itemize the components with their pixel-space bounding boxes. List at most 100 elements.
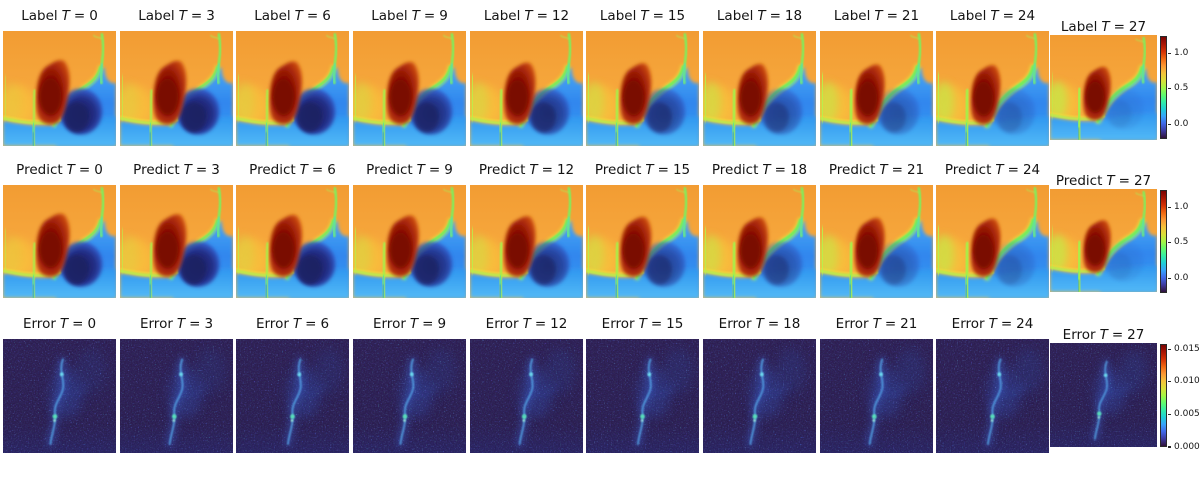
colorbar-tick-label: 0.0 — [1174, 272, 1189, 283]
label-t24-panel: Label T = 24 — [936, 8, 1049, 146]
label-t0-panel: Label T = 0 — [3, 8, 116, 146]
predict-t9-panel: Predict T = 9 — [353, 162, 466, 298]
predict-t15-panel: Predict T = 15 — [586, 162, 699, 298]
label-t27-heatmap — [1050, 35, 1157, 140]
label-t6-panel: Label T = 6 — [236, 8, 349, 146]
error-t15-heatmap — [586, 339, 699, 453]
label-t12-title: Label T = 12 — [483, 8, 570, 24]
error-t6-title: Error T = 6 — [255, 316, 330, 332]
label-t0-heatmap — [3, 31, 116, 146]
label-colorbar: 1.0 0.5 0.0 — [1160, 36, 1200, 139]
predict-t6-panel: Predict T = 6 — [236, 162, 349, 298]
error-t15-panel: Error T = 15 — [586, 316, 699, 453]
label-t3-heatmap — [120, 31, 233, 146]
error-colorbar: 0.015 0.010 0.005 0.000 — [1160, 343, 1200, 451]
predict-t18-title: Predict T = 18 — [711, 162, 808, 178]
label-t9-title: Label T = 9 — [371, 8, 448, 24]
colorbar-tick-label: 0.005 — [1174, 408, 1200, 419]
error-t21-heatmap — [820, 339, 933, 453]
colorbar-tick — [1167, 348, 1171, 350]
label-t27-panel: Label T = 27 — [1050, 19, 1157, 140]
error-t18-title: Error T = 18 — [718, 316, 801, 332]
predict-t9-title: Predict T = 9 — [366, 162, 453, 178]
label-t24-heatmap — [936, 31, 1049, 146]
error-t27-title: Error T = 27 — [1062, 327, 1145, 343]
predict-t27-panel: Predict T = 27 — [1050, 173, 1157, 292]
colorbar-tick — [1167, 123, 1171, 125]
colorbar-tick — [1167, 381, 1171, 383]
label-t24-title: Label T = 24 — [949, 8, 1036, 24]
label-t15-heatmap — [586, 31, 699, 146]
colorbar-tick — [1167, 413, 1171, 415]
predict-t15-heatmap — [586, 185, 699, 298]
error-t3-title: Error T = 3 — [139, 316, 214, 332]
label-t15-title: Label T = 15 — [599, 8, 686, 24]
label-t6-heatmap — [236, 31, 349, 146]
predict-t27-heatmap — [1050, 189, 1157, 292]
predict-t3-heatmap — [120, 185, 233, 298]
error-t3-panel: Error T = 3 — [120, 316, 233, 453]
error-t3-heatmap — [120, 339, 233, 453]
predict-t12-panel: Predict T = 12 — [470, 162, 583, 298]
colorbar-tick-label: 0.010 — [1174, 376, 1200, 387]
label-t12-heatmap — [470, 31, 583, 146]
colorbar-gradient — [1160, 190, 1167, 293]
colorbar-tick — [1167, 277, 1171, 279]
predict-colorbar: 1.0 0.5 0.0 — [1160, 190, 1200, 293]
error-t15-title: Error T = 15 — [601, 316, 684, 332]
error-t12-panel: Error T = 12 — [470, 316, 583, 453]
colorbar-tick-label: 0.5 — [1174, 83, 1189, 94]
predict-t21-panel: Predict T = 21 — [820, 162, 933, 298]
label-t18-panel: Label T = 18 — [703, 8, 816, 146]
label-t27-title: Label T = 27 — [1060, 19, 1147, 35]
colorbar-tick-label: 1.0 — [1174, 48, 1189, 59]
predict-t27-title: Predict T = 27 — [1055, 173, 1152, 189]
error-t24-heatmap — [936, 339, 1049, 453]
predict-t6-heatmap — [236, 185, 349, 298]
colorbar-tick-label: 0.000 — [1174, 441, 1200, 452]
error-t0-heatmap — [3, 339, 116, 453]
predict-t24-title: Predict T = 24 — [944, 162, 1041, 178]
error-t0-title: Error T = 0 — [22, 316, 97, 332]
predict-t3-title: Predict T = 3 — [133, 162, 220, 178]
colorbar-tick — [1167, 207, 1171, 209]
predict-t0-heatmap — [3, 185, 116, 298]
error-t12-title: Error T = 12 — [485, 316, 568, 332]
colorbar-tick — [1167, 446, 1171, 448]
colorbar-gradient — [1160, 344, 1167, 447]
predict-t15-title: Predict T = 15 — [594, 162, 691, 178]
error-t6-heatmap — [236, 339, 349, 453]
colorbar-tick-label: 0.5 — [1174, 237, 1189, 248]
predict-t24-heatmap — [936, 185, 1049, 298]
label-t6-title: Label T = 6 — [254, 8, 331, 24]
predict-t6-title: Predict T = 6 — [249, 162, 336, 178]
label-t15-panel: Label T = 15 — [586, 8, 699, 146]
label-t3-panel: Label T = 3 — [120, 8, 233, 146]
error-t6-panel: Error T = 6 — [236, 316, 349, 453]
error-t0-panel: Error T = 0 — [3, 316, 116, 453]
label-t0-title: Label T = 0 — [21, 8, 98, 24]
error-t18-panel: Error T = 18 — [703, 316, 816, 453]
predict-t21-heatmap — [820, 185, 933, 298]
error-t24-title: Error T = 24 — [951, 316, 1034, 332]
predict-t21-title: Predict T = 21 — [828, 162, 925, 178]
colorbar-tick-label: 0.015 — [1174, 343, 1200, 354]
error-t21-panel: Error T = 21 — [820, 316, 933, 453]
predict-t12-heatmap — [470, 185, 583, 298]
colorbar-tick — [1167, 53, 1171, 55]
colorbar-gradient — [1160, 36, 1167, 139]
error-t9-title: Error T = 9 — [372, 316, 447, 332]
label-t21-panel: Label T = 21 — [820, 8, 933, 146]
colorbar-tick — [1167, 242, 1171, 244]
colorbar-tick-label: 0.0 — [1174, 118, 1189, 129]
error-t12-heatmap — [470, 339, 583, 453]
colorbar-tick-label: 1.0 — [1174, 202, 1189, 213]
predict-t18-panel: Predict T = 18 — [703, 162, 816, 298]
predict-t12-title: Predict T = 12 — [478, 162, 575, 178]
predict-t0-title: Predict T = 0 — [16, 162, 103, 178]
label-t9-heatmap — [353, 31, 466, 146]
label-t18-title: Label T = 18 — [716, 8, 803, 24]
predict-t3-panel: Predict T = 3 — [120, 162, 233, 298]
predict-t0-panel: Predict T = 0 — [3, 162, 116, 298]
